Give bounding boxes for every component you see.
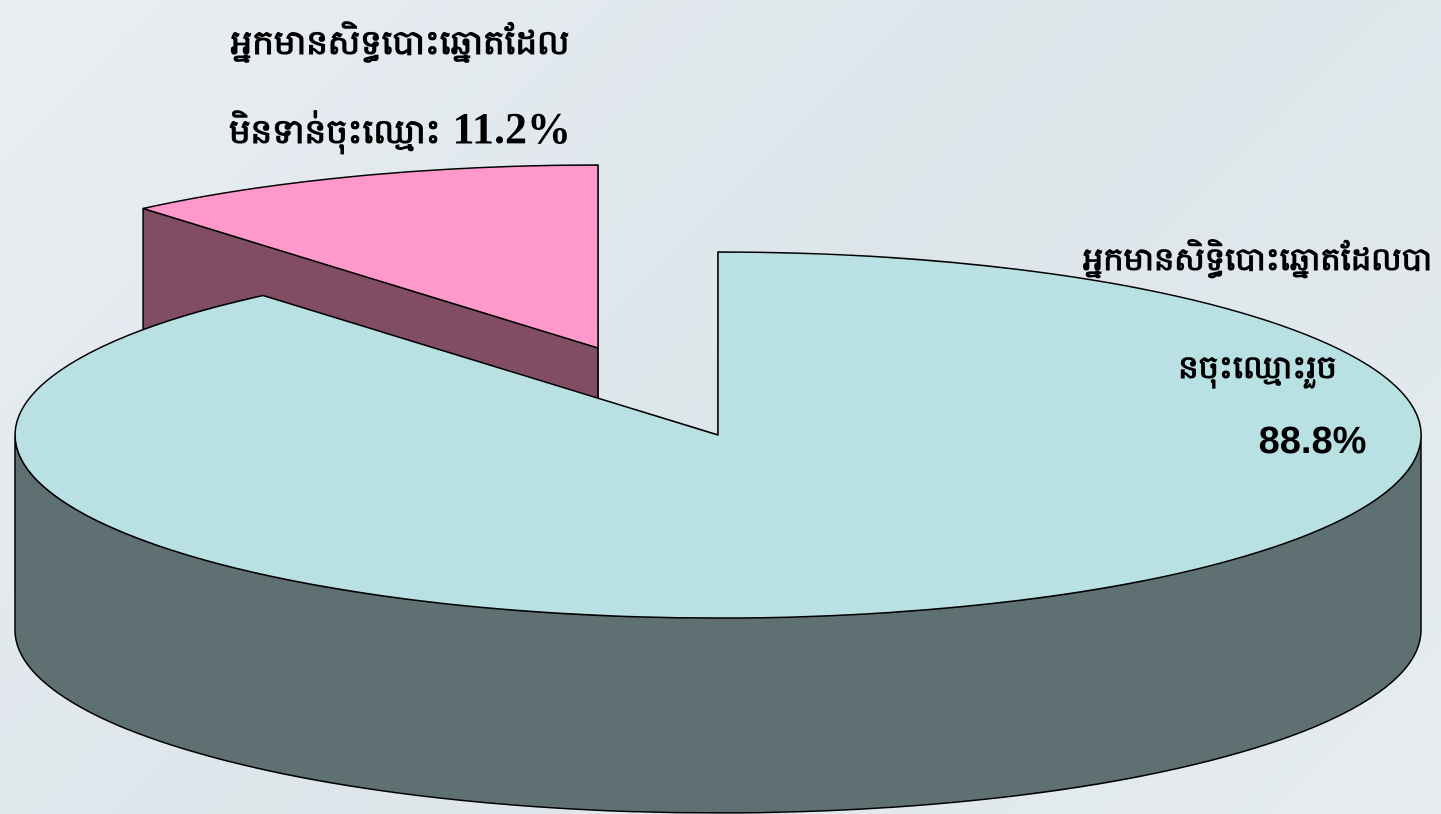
- pie-slice: [14, 251, 1422, 619]
- value-label: 11.2%: [452, 104, 572, 153]
- slice-label: អ្នកមានសិទ្ធបោះឆ្នោតដែលមិនទាន់ចុះឈ្មោះ 1…: [225, 0, 575, 175]
- value-label: 88.8%: [1258, 420, 1367, 462]
- pie-slice: [142, 164, 599, 349]
- slice-label: អ្នកមានសិទ្ធិបោះឆ្នោតដែលបានចុះឈ្មោះរួច 8…: [1075, 205, 1440, 461]
- category-label: អ្នកមានសិទ្ធិបោះឆ្នោតដែលបានចុះឈ្មោះរួច: [1082, 240, 1433, 386]
- category-label: អ្នកមានសិទ្ធបោះឆ្នោតដែលមិនទាន់ចុះឈ្មោះ: [228, 23, 570, 152]
